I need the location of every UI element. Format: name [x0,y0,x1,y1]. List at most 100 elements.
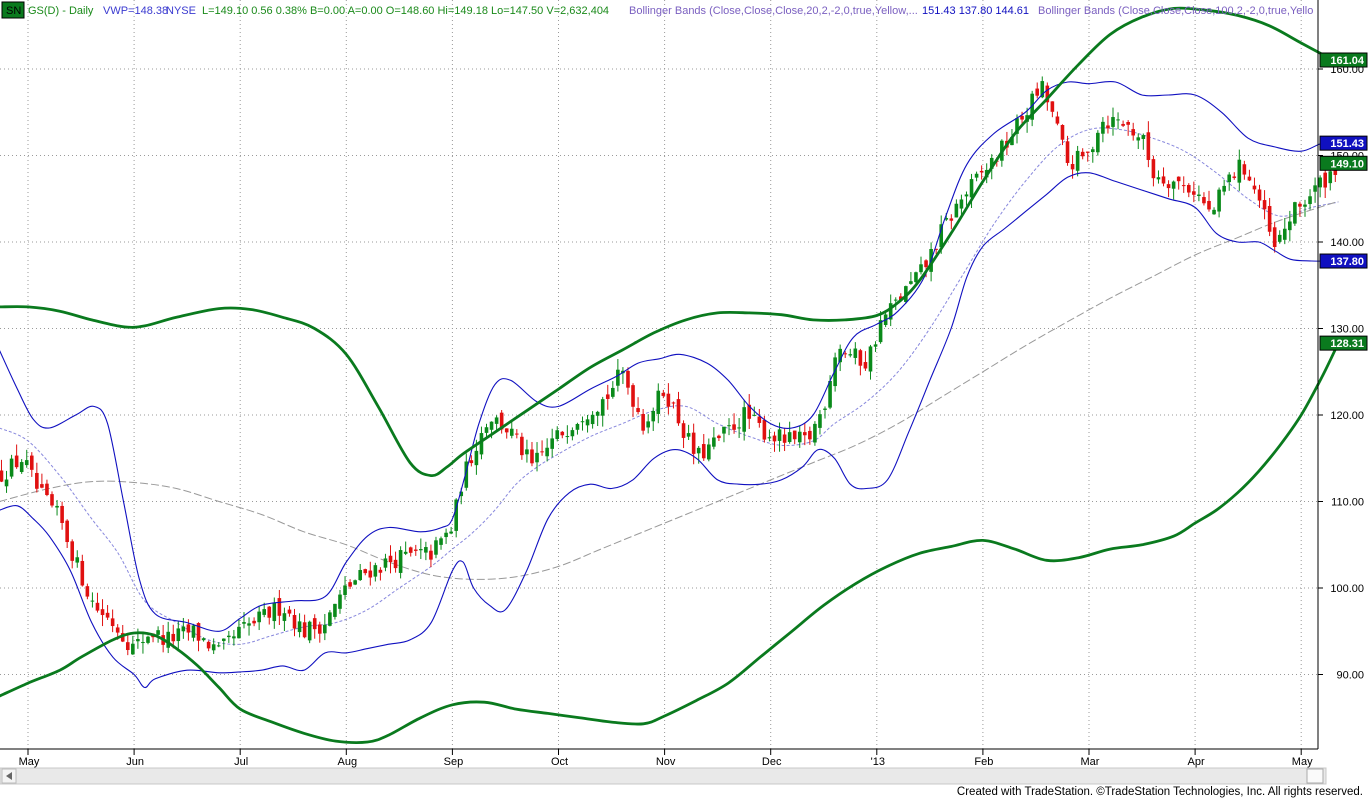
candle [4,470,9,493]
candle [1126,120,1130,136]
candle [1020,111,1024,125]
candle [1308,189,1312,210]
candle [196,622,201,652]
candle [646,414,650,434]
candle [338,589,342,614]
candle [1247,169,1252,182]
candle [90,592,95,608]
candle [525,439,529,463]
candle [686,424,691,440]
candle [439,536,443,550]
x-axis: May Jun Jul Aug Sep Oct Nov Dec '13 Feb Mar Apr May [19,749,1313,768]
candle [600,396,605,427]
candle [1060,124,1065,146]
candle [252,617,256,627]
candle [540,440,544,456]
candle [843,351,848,358]
bb20-upper-line [0,80,1339,632]
x-tick-label: Jul [234,756,248,768]
candle [378,567,383,581]
candle [808,426,812,445]
price-tag: 137.80 [1319,253,1368,269]
candle [1212,207,1216,215]
candle [1050,101,1055,118]
candle [585,414,590,433]
candle [914,271,918,284]
candle [631,383,635,418]
candle [297,613,302,638]
candle [560,430,565,439]
candle [691,423,696,465]
candle [125,635,130,656]
candle [570,427,575,441]
candle [105,605,110,620]
y-tick-label: 90.00 [1336,670,1364,682]
candle [666,383,671,415]
candle [797,425,802,448]
symbol-label: GS(D) - Daily [28,5,94,17]
candle [863,351,868,371]
candle [772,431,777,452]
candle [919,256,923,275]
candle [494,415,499,431]
horizontal-scrollbar[interactable] [0,767,1327,785]
candle [661,389,666,399]
scrollbar-thumb[interactable] [1306,768,1324,784]
candle [1171,180,1176,200]
x-tick-label: Sep [444,756,464,768]
candle [242,612,246,629]
candle [575,422,580,435]
candle [1090,146,1095,163]
candle [1136,133,1141,150]
candle [838,344,842,372]
candle [403,541,408,556]
x-tick-label: May [1292,756,1313,768]
candle [671,401,676,409]
candle [211,638,216,655]
candle [636,397,640,415]
candle [70,539,75,569]
candle [1217,187,1221,218]
y-tick-label: 130.00 [1330,324,1364,336]
candle [1101,117,1105,143]
candle [1262,190,1267,220]
x-tick-label: Jun [126,756,144,768]
candle [247,617,251,636]
candle [85,583,90,600]
candle [262,602,266,618]
price-tag: 128.31 [1319,335,1368,351]
candle [166,621,171,654]
candle [323,613,327,641]
candle [1055,111,1060,126]
candle [444,528,448,544]
candle [449,526,453,535]
candle [454,498,458,538]
candle [156,626,160,643]
bb100-mid-line [0,200,1339,580]
candle [954,199,959,218]
candle [1141,133,1146,150]
x-tick-label: Oct [551,756,568,768]
y-tick-label: 140.00 [1330,237,1364,249]
exchange-label: NYSE [166,5,196,17]
candle [1080,148,1085,160]
candle [307,620,312,644]
candle [191,623,196,642]
candle [1085,151,1090,162]
bb20-label: Bollinger Bands (Close,Close,Close,20,2,… [629,5,918,17]
price-tag-label: 137.80 [1330,256,1364,268]
candle [419,538,423,559]
x-tick-label: Feb [974,756,993,768]
candle [742,399,746,441]
candle [1065,135,1070,166]
candle [45,479,49,497]
candle [1166,180,1171,198]
candle [626,367,630,395]
candle [722,426,726,443]
candle [818,410,822,435]
candle [1207,190,1211,212]
candle [24,449,29,468]
candle [1111,107,1115,136]
candle [171,624,176,649]
bollinger-bands [0,6,1340,744]
